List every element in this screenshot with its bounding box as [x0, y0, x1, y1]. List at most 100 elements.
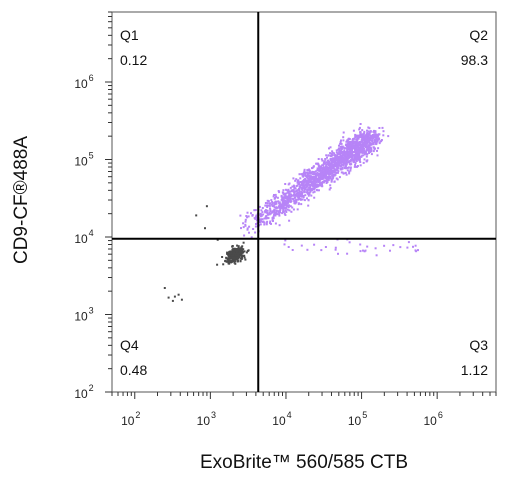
- event-positive: [324, 173, 327, 176]
- event-Q3: [287, 246, 290, 248]
- event-positive: [298, 183, 301, 186]
- event-positive: [358, 159, 361, 162]
- event-positive: [270, 222, 272, 225]
- event-positive: [286, 208, 289, 211]
- event-positive: [278, 191, 281, 194]
- event-Q3: [415, 250, 418, 253]
- x-tick-exponent: 3: [211, 410, 216, 420]
- event-positive: [312, 181, 314, 183]
- event-positive: [354, 152, 357, 155]
- event-positive: [315, 173, 318, 176]
- event-positive: [325, 154, 328, 157]
- event-positive: [292, 208, 295, 211]
- event-positive: [259, 218, 262, 221]
- event-positive: [281, 196, 284, 199]
- event-positive: [354, 150, 357, 153]
- event-positive: [354, 165, 357, 168]
- event-positive: [337, 171, 339, 174]
- event-positive: [285, 211, 288, 213]
- event-positive: [353, 153, 356, 156]
- event-positive: [358, 128, 361, 131]
- x-tick-label: 103: [197, 410, 216, 428]
- event-positive: [303, 170, 306, 173]
- event-positive: [338, 148, 341, 150]
- event-positive: [328, 177, 331, 180]
- event-positive: [266, 220, 269, 223]
- event-unstained: [225, 257, 228, 259]
- event-positive: [357, 141, 360, 144]
- event-positive: [329, 184, 332, 187]
- y-tick-label: 106: [74, 73, 93, 91]
- event-positive: [328, 147, 330, 150]
- event-Q3: [348, 241, 351, 244]
- event-positive: [253, 209, 256, 212]
- event-positive: [362, 145, 365, 148]
- event-positive: [302, 174, 305, 177]
- event-positive: [333, 154, 336, 157]
- event-positive: [348, 170, 351, 173]
- event-positive: [291, 206, 294, 209]
- event-positive: [338, 161, 341, 164]
- event-positive: [349, 166, 352, 169]
- event-positive: [312, 185, 315, 188]
- event-positive: [258, 219, 261, 222]
- event-unstained: [233, 261, 236, 264]
- event-positive: [351, 141, 354, 144]
- event-positive: [269, 207, 271, 210]
- event-positive: [349, 142, 352, 145]
- event-positive: [341, 145, 344, 148]
- event-positive: [368, 152, 370, 154]
- event-positive: [244, 220, 247, 223]
- event-Q3: [359, 243, 362, 246]
- event-positive: [366, 129, 368, 132]
- event-positive: [331, 174, 334, 177]
- event-positive: [244, 224, 247, 227]
- event-positive: [316, 168, 319, 171]
- event-positive: [295, 198, 298, 201]
- event-positive: [239, 214, 242, 217]
- event-positive: [255, 219, 258, 222]
- event-positive: [268, 202, 271, 205]
- event-unstained: [239, 247, 241, 250]
- event-Q3: [283, 243, 286, 246]
- event-Q3: [284, 239, 287, 242]
- event-debris: [167, 296, 170, 299]
- event-positive: [278, 213, 281, 216]
- event-positive: [331, 177, 334, 180]
- event-positive: [252, 228, 255, 230]
- event-positive: [283, 200, 285, 203]
- event-positive: [337, 166, 340, 169]
- event-positive: [281, 212, 284, 215]
- event-positive: [354, 162, 357, 164]
- event-positive: [348, 172, 351, 175]
- event-positive: [339, 167, 342, 170]
- event-positive: [269, 220, 272, 223]
- event-positive: [312, 187, 315, 190]
- event-unstained: [216, 263, 219, 266]
- event-positive: [282, 189, 285, 192]
- event-Q3: [374, 247, 377, 250]
- event-positive: [283, 204, 286, 207]
- event-positive: [246, 227, 249, 230]
- event-positive: [327, 179, 330, 182]
- event-Q3: [412, 245, 414, 248]
- event-positive: [264, 204, 267, 207]
- event-positive: [266, 206, 269, 208]
- event-positive: [338, 176, 341, 179]
- event-positive: [275, 210, 278, 213]
- event-positive: [352, 140, 355, 143]
- event-positive: [254, 216, 257, 219]
- event-positive: [345, 145, 348, 148]
- event-unstained: [240, 254, 243, 257]
- event-positive: [325, 163, 328, 166]
- event-positive: [289, 199, 291, 202]
- event-unstained: [235, 257, 238, 260]
- event-positive: [370, 148, 373, 151]
- event-positive: [352, 151, 355, 153]
- event-positive: [288, 209, 291, 212]
- event-positive: [324, 162, 327, 165]
- event-positive: [342, 172, 345, 175]
- event-positive: [357, 152, 360, 155]
- event-positive: [323, 160, 326, 163]
- event-positive: [343, 158, 346, 161]
